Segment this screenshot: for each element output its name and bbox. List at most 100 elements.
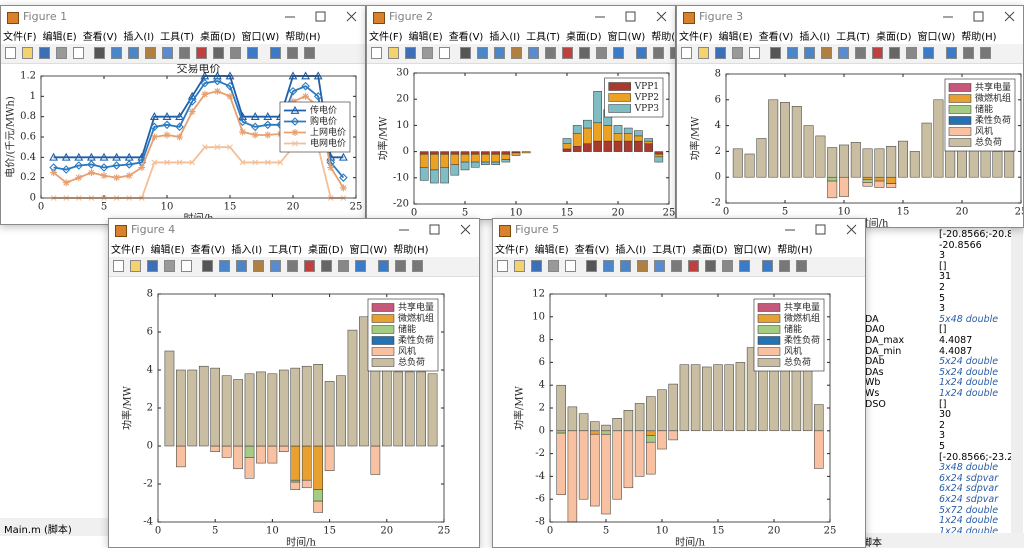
toolbar-icon[interactable] [128,47,139,59]
toolbar-icon[interactable] [253,260,264,272]
menu-item[interactable]: 插入(I) [799,32,831,43]
toolbar-icon[interactable] [395,260,406,272]
toolbar-icon[interactable] [722,260,733,272]
menu-item[interactable]: 桌面(D) [200,32,236,43]
toolbar-icon[interactable] [304,47,315,59]
toolbar-icon[interactable] [111,47,122,59]
menu-item[interactable]: 查看(V) [574,245,610,256]
menu-item[interactable]: 文件(F) [495,245,529,256]
toolbar-icon[interactable] [355,260,366,272]
toolbar-icon[interactable] [511,47,522,59]
menu-item[interactable]: 查看(V) [758,32,794,43]
window-controls[interactable] [389,219,479,241]
toolbar-icon[interactable] [388,47,399,59]
menu-item[interactable]: 工具(T) [160,32,195,43]
window-controls[interactable] [275,6,365,28]
menu-item[interactable]: 查看(V) [82,32,118,43]
menu-item[interactable]: 工具(T) [526,32,561,43]
toolbar-icon[interactable] [688,260,699,272]
toolbar-icon[interactable] [923,47,934,59]
menu-item[interactable]: 帮助(H) [393,245,429,256]
toolbar-icon[interactable] [565,260,576,272]
toolbar-icon[interactable] [477,47,488,59]
toolbar-icon[interactable] [821,47,832,59]
toolbar-icon[interactable] [732,47,743,59]
toolbar-icon[interactable] [528,47,539,59]
toolbar-icon[interactable] [460,47,471,59]
toolbar-icon[interactable] [94,47,105,59]
toolbar-icon[interactable] [762,260,773,272]
menu-item[interactable]: 窗口(W) [733,245,772,256]
toolbar-icon[interactable] [705,260,716,272]
toolbar-icon[interactable] [270,260,281,272]
toolbar-icon[interactable] [287,260,298,272]
toolbar-icon[interactable] [304,260,315,272]
menu-item[interactable]: 查看(V) [190,245,226,256]
toolbar-icon[interactable] [162,47,173,59]
toolbar-icon[interactable] [422,47,433,59]
toolbar-icon[interactable] [5,47,16,59]
scrollbar[interactable] [1011,225,1023,535]
toolbar-icon[interactable] [439,47,450,59]
toolbar-icon[interactable] [596,47,607,59]
toolbar-icon[interactable] [270,47,281,59]
toolbar-icon[interactable] [130,260,141,272]
window-controls[interactable] [585,6,675,28]
menu-item[interactable]: 插入(I) [123,32,155,43]
toolbar-icon[interactable] [213,47,224,59]
menu-item[interactable]: 帮助(H) [777,245,813,256]
window-controls[interactable] [933,6,1023,28]
menu-item[interactable]: 桌面(D) [692,245,728,256]
menu-item[interactable]: 插入(I) [615,245,647,256]
toolbar-icon[interactable] [946,47,957,59]
menu-item[interactable]: 桌面(D) [566,32,602,43]
toolbar-icon[interactable] [586,260,597,272]
menu-item[interactable]: 文件(F) [369,32,403,43]
menu-item[interactable]: 编辑(E) [408,32,443,43]
menu-item[interactable]: 窗口(W) [917,32,956,43]
menu-item[interactable]: 插入(I) [231,245,263,256]
toolbar-icon[interactable] [287,47,298,59]
toolbar-icon[interactable] [579,47,590,59]
toolbar-icon[interactable] [715,47,726,59]
toolbar-icon[interactable] [247,47,258,59]
toolbar-icon[interactable] [670,47,675,59]
toolbar-icon[interactable] [113,260,124,272]
toolbar-icon[interactable] [613,47,624,59]
toolbar-icon[interactable] [497,260,508,272]
toolbar-icon[interactable] [22,47,33,59]
toolbar-icon[interactable] [906,47,917,59]
toolbar-icon[interactable] [494,47,505,59]
toolbar-icon[interactable] [770,47,781,59]
menu-item[interactable]: 帮助(H) [285,32,321,43]
toolbar-icon[interactable] [872,47,883,59]
menu-item[interactable]: 编辑(E) [42,32,77,43]
menu-item[interactable]: 编辑(E) [150,245,185,256]
toolbar-icon[interactable] [145,47,156,59]
menu-item[interactable]: 桌面(D) [876,32,912,43]
toolbar-icon[interactable] [787,47,798,59]
toolbar-icon[interactable] [73,47,84,59]
toolbar-icon[interactable] [371,47,382,59]
toolbar-icon[interactable] [164,260,175,272]
menu-item[interactable]: 工具(T) [836,32,871,43]
toolbar-icon[interactable] [338,260,349,272]
menu-item[interactable]: 桌面(D) [308,245,344,256]
toolbar-icon[interactable] [39,47,50,59]
toolbar-icon[interactable] [804,47,815,59]
toolbar-icon[interactable] [405,47,416,59]
menu-item[interactable]: 工具(T) [652,245,687,256]
toolbar-icon[interactable] [749,47,760,59]
toolbar-icon[interactable] [739,260,750,272]
toolbar-icon[interactable] [378,260,389,272]
toolbar-icon[interactable] [637,260,648,272]
toolbar-icon[interactable] [412,260,423,272]
menu-item[interactable]: 编辑(E) [718,32,753,43]
menu-item[interactable]: 窗口(W) [241,32,280,43]
menu-item[interactable]: 窗口(W) [607,32,646,43]
toolbar-icon[interactable] [202,260,213,272]
toolbar-icon[interactable] [838,47,849,59]
toolbar-icon[interactable] [230,47,241,59]
menu-item[interactable]: 编辑(E) [534,245,569,256]
toolbar-icon[interactable] [889,47,900,59]
